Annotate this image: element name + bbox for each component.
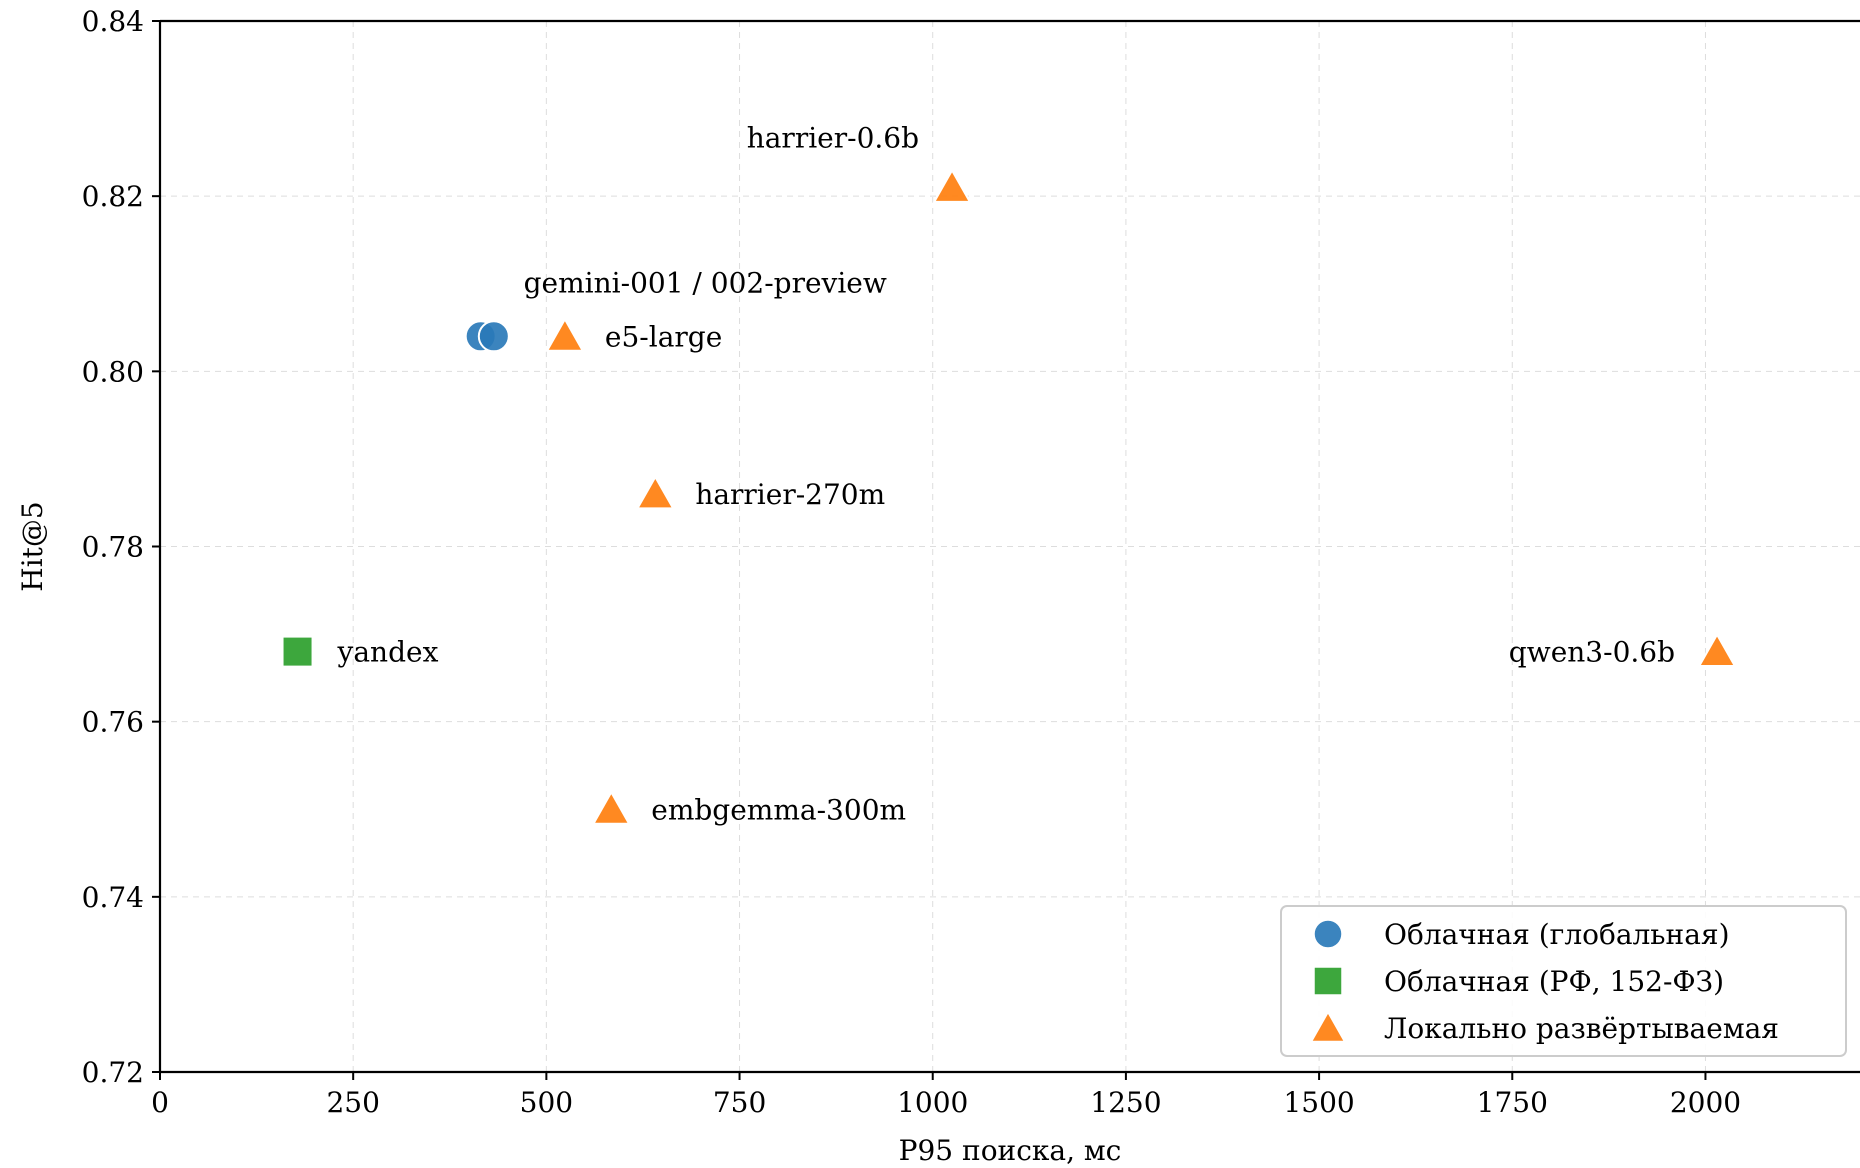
legend: Облачная (глобальная) Облачная (РФ, 152-Ф… (1280, 905, 1847, 1057)
x-tick-label: 500 (520, 1086, 573, 1119)
triangle-marker (635, 474, 675, 510)
triangle-marker (932, 168, 972, 203)
data-points (281, 168, 1737, 825)
legend-circle-marker (1312, 918, 1344, 950)
triangle-marker (545, 317, 585, 352)
square-marker (281, 635, 314, 668)
x-axis-title: P95 поиска, мс (899, 1134, 1122, 1167)
y-tick-label: 0.72 (82, 1056, 144, 1089)
y-tick-label: 0.74 (82, 881, 144, 914)
x-tick-label: 2000 (1670, 1086, 1741, 1119)
x-tick-label: 1750 (1477, 1086, 1548, 1119)
y-tick-label: 0.78 (82, 531, 144, 564)
legend-square-marker (1312, 965, 1344, 997)
y-axis-title: Hit@5 (16, 501, 49, 591)
x-tick-label: 0 (151, 1086, 169, 1119)
triangle-marker (591, 790, 631, 825)
x-tick-label: 750 (713, 1086, 766, 1119)
point-label: e5-large (605, 320, 722, 353)
x-tick-label: 1250 (1090, 1086, 1161, 1119)
point-label: harrier-0.6b (747, 121, 919, 154)
point-annotations: harrier-0.6b gemini-001 / 002-preview e5-l… (337, 121, 1675, 826)
legend-label: Локально развёртываемая (1384, 1012, 1779, 1045)
axes (152, 19, 1860, 1080)
circle-marker (477, 320, 510, 353)
y-tick-label: 0.76 (82, 706, 144, 739)
point-label: embgemma-300m (651, 793, 906, 826)
y-tick-label: 0.82 (82, 180, 144, 213)
point-label: qwen3-0.6b (1509, 636, 1675, 669)
point-label: harrier-270m (695, 478, 885, 511)
point-label: yandex (337, 636, 439, 669)
legend-label: Облачная (глобальная) (1384, 918, 1730, 951)
x-tick-label: 1000 (897, 1086, 968, 1119)
x-tick-label: 250 (326, 1086, 379, 1119)
x-tick-label: 1500 (1283, 1086, 1354, 1119)
y-tick-label: 0.84 (82, 5, 144, 38)
y-tick-label: 0.80 (82, 355, 144, 388)
triangle-marker (1697, 632, 1737, 668)
point-label: gemini-001 / 002-preview (524, 266, 887, 299)
legend-label: Облачная (РФ, 152-ФЗ) (1384, 965, 1724, 998)
tick-labels: 0 250 500 750 1000 1250 1500 1750 2000 0.72 0.74 0.… (82, 5, 1741, 1119)
legend-box (1280, 905, 1847, 1057)
legend-triangle-marker (1309, 1009, 1347, 1043)
